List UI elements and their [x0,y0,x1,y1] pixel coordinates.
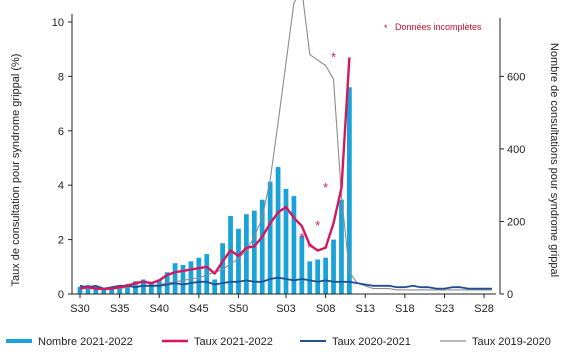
bar [275,167,281,294]
bar [180,264,186,294]
annotation-text: Données incomplètes [395,22,482,32]
y-left-tick-label: 10 [52,17,64,29]
incomplete-marker: * [307,240,312,255]
y-left-tick-label: 0 [58,289,64,301]
y-axis-right-label: Nombre de consultations pour syndrome gr… [548,43,560,277]
legend: Nombre 2021-2022 Taux 2021-2022 Taux 2020-… [6,336,551,348]
bar [347,87,352,294]
y-left-tick-label: 8 [58,71,64,83]
y-axis-left-label: Taux de consultation pour syndrome gripp… [10,54,22,287]
bar [283,188,289,294]
x-tick-label: S35 [110,303,130,315]
incomplete-marker: * [315,218,320,233]
y-right-tick-label: 400 [507,144,525,156]
bar [156,279,162,294]
bar [307,261,313,294]
bar [141,279,146,294]
lines-group [79,0,492,291]
bar [323,257,328,294]
y-right-tick-label: 600 [507,71,525,83]
bar [267,181,273,294]
bar [85,284,91,294]
x-tick-label: S45 [189,303,209,315]
bar [228,216,233,294]
bar [259,199,265,294]
x-tick-label: S30 [70,303,90,315]
annotation-marker: * [384,23,388,33]
y-left-tick-label: 6 [58,126,64,138]
x-tick-label: S18 [395,303,415,315]
bar [117,286,122,294]
x-tick-label: S08 [316,303,336,315]
bar [220,243,225,294]
y-left-tick-label: 2 [58,235,64,247]
bar [77,286,83,294]
bar [172,263,178,294]
incomplete-marker: * [331,49,336,64]
bar [315,259,321,294]
legend-label: Taux 2020-2021 [332,336,411,348]
bar [299,235,305,294]
x-tick-label: S40 [149,303,169,315]
incomplete-markers-group: ***** [299,49,336,254]
y-right-tick-label: 0 [507,289,513,301]
bar [339,199,344,294]
bar [101,288,107,294]
incomplete-marker: * [299,230,304,245]
legend-label: Nombre 2021-2022 [38,336,133,348]
bar [291,196,297,294]
bar [204,254,210,294]
legend-label: Taux 2019-2020 [472,336,551,348]
series-line-taux-2021-2022 [79,57,351,291]
bar [93,286,99,294]
axes-group: 0 2 4 6 8 10 0 200 400 600 S30 S35 S40 S45 S50 S03 S08 S1… [52,14,525,315]
x-tick-label: S13 [355,303,375,315]
bar [331,239,336,294]
x-tick-label: S28 [474,303,494,315]
series-line-taux-2020-2021 [79,276,492,290]
x-tick-label: S03 [276,303,296,315]
y-left-tick-label: 4 [58,180,64,192]
bar [212,279,218,294]
bar [236,228,241,294]
bar [125,283,130,294]
incomplete-marker: * [323,180,328,195]
bar [109,288,115,294]
bars-group [77,87,352,294]
bar [196,257,202,294]
x-tick-label: S50 [229,303,249,315]
bar [251,210,257,294]
legend-label: Taux 2021-2022 [194,336,273,348]
y-right-tick-label: 200 [507,216,525,228]
bar [148,283,154,294]
x-tick-label: S23 [435,303,455,315]
bar [188,261,194,294]
bar [244,214,249,294]
